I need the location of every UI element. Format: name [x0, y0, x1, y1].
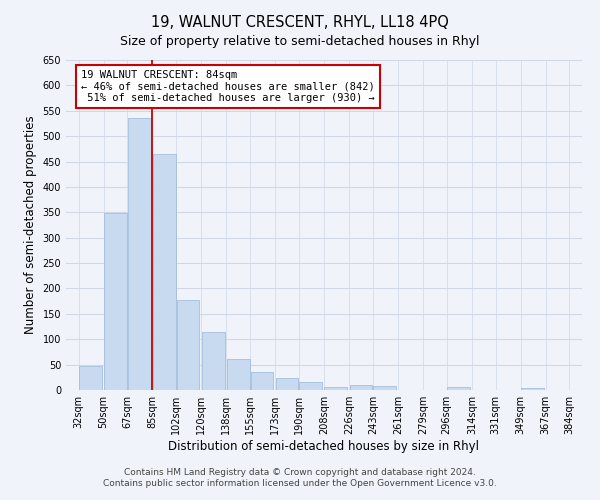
Bar — [153, 154, 176, 390]
Bar — [521, 388, 544, 390]
Y-axis label: Number of semi-detached properties: Number of semi-detached properties — [24, 116, 37, 334]
X-axis label: Distribution of semi-detached houses by size in Rhyl: Distribution of semi-detached houses by … — [169, 440, 479, 453]
Bar — [227, 358, 250, 390]
Bar — [202, 332, 224, 390]
Text: 19 WALNUT CRESCENT: 84sqm
← 46% of semi-detached houses are smaller (842)
 51% o: 19 WALNUT CRESCENT: 84sqm ← 46% of semi-… — [82, 70, 375, 103]
Bar — [299, 382, 322, 390]
Bar — [104, 214, 127, 390]
Bar — [325, 388, 347, 390]
Bar — [373, 386, 396, 390]
Text: Size of property relative to semi-detached houses in Rhyl: Size of property relative to semi-detach… — [120, 35, 480, 48]
Bar — [128, 118, 151, 390]
Bar — [350, 385, 373, 390]
Bar — [176, 300, 199, 390]
Text: Contains HM Land Registry data © Crown copyright and database right 2024.
Contai: Contains HM Land Registry data © Crown c… — [103, 468, 497, 487]
Bar — [79, 366, 102, 390]
Bar — [275, 378, 298, 390]
Text: 19, WALNUT CRESCENT, RHYL, LL18 4PQ: 19, WALNUT CRESCENT, RHYL, LL18 4PQ — [151, 15, 449, 30]
Bar — [251, 372, 274, 390]
Bar — [447, 388, 470, 390]
